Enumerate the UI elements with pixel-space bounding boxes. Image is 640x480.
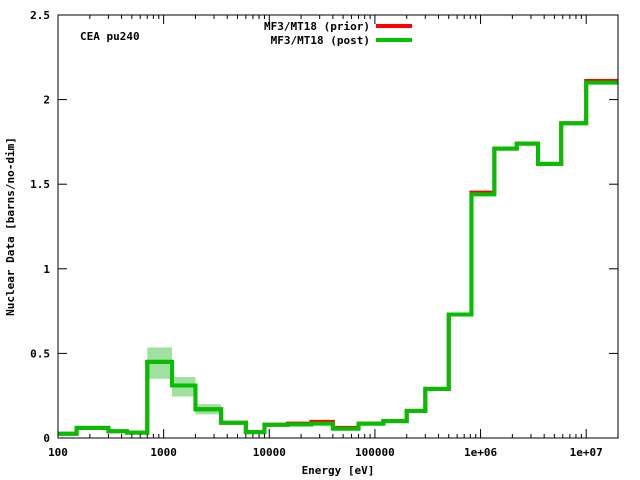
y-axis-title: Nuclear Data [barns/no-dim] <box>4 137 17 316</box>
tick-layer <box>57 14 619 439</box>
y-tick-label: 2 <box>43 94 50 107</box>
series-layer <box>58 78 618 436</box>
y-tick-label: 0.5 <box>30 347 50 360</box>
y-tick-label: 2.5 <box>30 9 50 22</box>
x-tick-label: 1000 <box>150 446 177 459</box>
y-tick-label: 1 <box>43 263 50 276</box>
legend: MF3/MT18 (prior) MF3/MT18 (post) <box>264 20 412 47</box>
x-tick-label: 10000 <box>253 446 286 459</box>
x-axis-title: Energy [eV] <box>302 464 375 477</box>
tick-label-layer: 100 1000 10000 100000 1e+06 1e+07 0 0.5 1 1.5 2 2.5 <box>30 9 603 459</box>
uncertainty-band-layer <box>147 347 222 415</box>
y-tick-label: 1.5 <box>30 178 50 191</box>
legend-label-post: MF3/MT18 (post) <box>271 34 370 47</box>
x-tick-label: 1e+07 <box>570 446 603 459</box>
x-tick-label: 100000 <box>355 446 395 459</box>
x-tick-label: 1e+06 <box>464 446 497 459</box>
plot-frame <box>57 14 619 439</box>
legend-label-prior: MF3/MT18 (prior) <box>264 20 370 33</box>
series-prior-line <box>58 78 618 436</box>
y-tick-label: 0 <box>43 432 50 445</box>
dataset-annotation: CEA pu240 <box>80 30 140 43</box>
x-tick-label: 100 <box>48 446 68 459</box>
series-post-line <box>58 80 618 436</box>
